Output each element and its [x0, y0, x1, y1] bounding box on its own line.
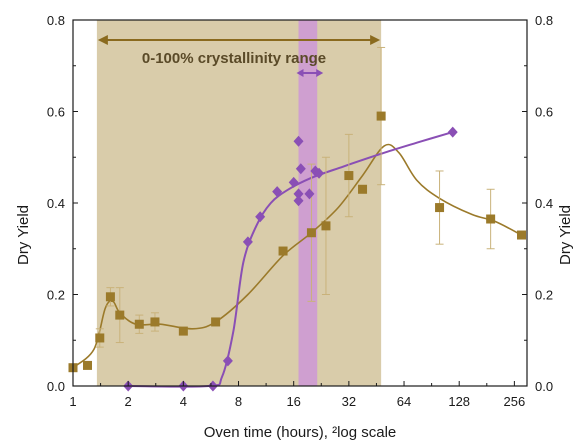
x-ticks: 1 2 4 8 16 32 64 128 256 [69, 381, 525, 409]
series-1-trend-line [128, 131, 453, 388]
diamond-marker [447, 126, 458, 138]
square-marker [344, 171, 354, 181]
square-marker [95, 333, 105, 343]
x-tick-label: 32 [342, 394, 356, 409]
diamond-marker [255, 211, 266, 223]
x-tick-label: 128 [448, 394, 470, 409]
crystallinity-range-label: 0-100% crystallinity range [142, 50, 326, 67]
range-arrow-head-right [370, 35, 381, 45]
x-tick-label: 16 [286, 394, 300, 409]
x-tick-label: 4 [180, 394, 187, 409]
square-marker [376, 111, 386, 121]
annotation-layer: 0-100% crystallinity range [97, 35, 381, 77]
diamond-marker [242, 236, 253, 248]
diamond-marker [272, 186, 283, 198]
diamond-marker [293, 188, 304, 200]
y-axis-label: Dry Yield [15, 205, 32, 265]
square-marker [321, 221, 331, 231]
diamond-marker [293, 135, 304, 147]
error-bars [95, 46, 495, 348]
data-markers [68, 111, 527, 392]
square-marker [115, 310, 125, 320]
y-tick-label-right: 0.2 [535, 288, 553, 303]
x-tick-label: 256 [504, 394, 526, 409]
y-tick-label: 0.8 [47, 13, 65, 28]
square-marker [306, 228, 316, 238]
y-tick-label: 0.0 [47, 379, 65, 394]
diamond-marker [288, 176, 299, 188]
square-marker [435, 203, 445, 213]
series-0-trend-line [72, 143, 522, 369]
y-tick-label: 0.6 [47, 105, 65, 120]
square-marker [211, 317, 221, 327]
square-marker [134, 319, 144, 329]
band-arrow-head-left [296, 69, 304, 77]
x-tick-label: 8 [235, 394, 242, 409]
band-arrow-head-right [316, 69, 324, 77]
square-marker [178, 326, 188, 336]
x-tick-label: 2 [125, 394, 132, 409]
highlight-band [298, 20, 318, 386]
y-tick-label-right: 0.6 [535, 105, 553, 120]
square-marker [150, 317, 160, 327]
square-marker [278, 246, 288, 256]
x-tick-label: 1 [69, 394, 76, 409]
diamond-marker [222, 355, 233, 367]
y-axis-label-right: Dry Yield [557, 205, 574, 265]
x-tick-label: 64 [397, 394, 411, 409]
y-tick-label-right: 0.4 [535, 196, 553, 211]
range-arrow-head-left [97, 35, 108, 45]
square-marker [83, 360, 93, 370]
square-marker [105, 292, 115, 302]
y-ticks: 0.0 0.0 0.2 0.2 0.4 0.4 0.6 0.6 0.8 0.8 [47, 13, 553, 394]
diamond-marker [295, 163, 306, 175]
diamond-marker [314, 167, 325, 179]
trend-lines [72, 131, 522, 388]
square-marker [486, 214, 496, 224]
diamond-marker [293, 195, 304, 207]
y-tick-label: 0.4 [47, 196, 65, 211]
y-tick-label-right: 0.8 [535, 13, 553, 28]
y-tick-label: 0.2 [47, 288, 65, 303]
y-tick-label-right: 0.0 [535, 379, 553, 394]
square-marker [358, 184, 368, 194]
x-axis-label: Oven time (hours), ²log scale [204, 424, 397, 441]
square-marker [517, 230, 527, 240]
diamond-marker [304, 188, 315, 200]
